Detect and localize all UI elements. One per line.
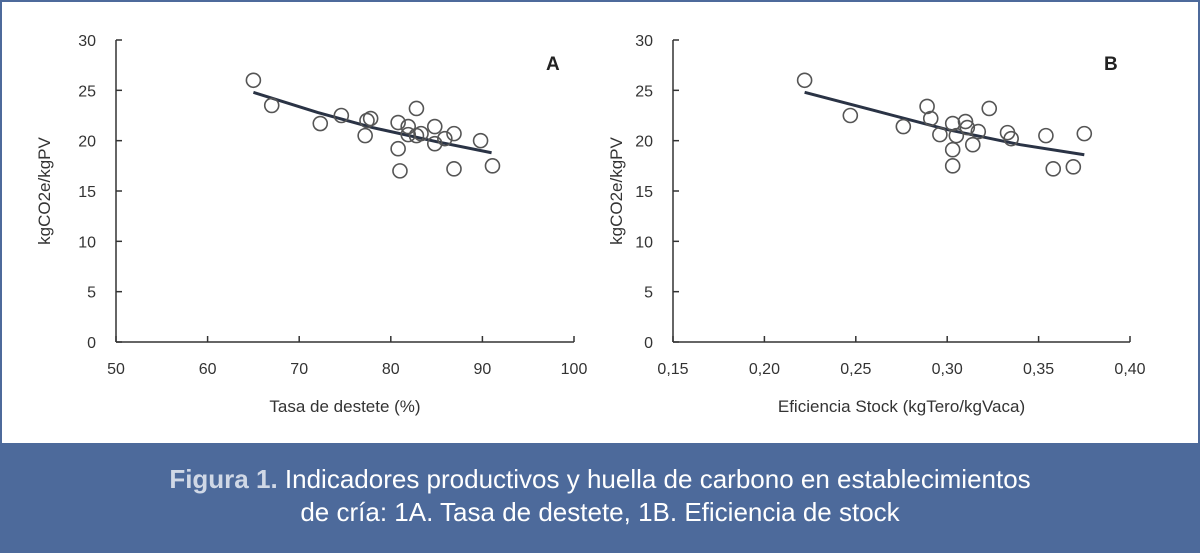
data-point — [842, 107, 859, 124]
data-point — [932, 126, 948, 143]
data-point — [426, 135, 443, 152]
data-point — [263, 97, 280, 114]
x-tick-label: 70 — [290, 361, 308, 378]
data-point — [390, 114, 406, 131]
data-point — [472, 132, 489, 149]
y-tick-label: 5 — [87, 285, 96, 302]
y-axis-label: kgCO2e/kgPV — [35, 136, 54, 244]
data-point — [437, 130, 453, 147]
data-point — [413, 125, 429, 142]
y-tick-label: 20 — [635, 134, 653, 151]
panel-label: B — [1104, 54, 1118, 75]
data-point — [390, 140, 406, 157]
y-tick-label: 10 — [78, 234, 96, 251]
y-tick-label: 30 — [78, 33, 96, 50]
data-point — [1065, 159, 1082, 175]
data-point — [957, 113, 974, 130]
figure-caption: Figura 1. Indicadores productivos y huel… — [0, 443, 1200, 553]
data-point — [333, 107, 350, 124]
trend-line — [804, 90, 1085, 157]
data-point — [446, 125, 462, 142]
data-point — [922, 110, 939, 127]
y-tick-label: 25 — [78, 83, 96, 100]
data-point — [944, 141, 961, 158]
data-point — [312, 115, 329, 132]
data-point — [400, 126, 417, 143]
data-point — [484, 158, 501, 174]
x-tick-label: 100 — [561, 361, 588, 378]
y-tick-label: 30 — [635, 33, 653, 50]
x-tick-label: 0,35 — [1023, 361, 1054, 378]
data-point — [357, 127, 373, 144]
y-tick-label: 15 — [635, 184, 653, 201]
x-tick-label: 0,20 — [749, 361, 780, 378]
data-point — [959, 119, 976, 136]
x-tick-label: 0,40 — [1114, 361, 1145, 378]
x-tick-label: 0,15 — [657, 361, 688, 378]
data-point — [964, 136, 981, 153]
chart-panel-a: 50 60 70 80 90 100 0 5 10 15 20 25 30 Tasa de destete… — [35, 33, 587, 416]
caption-lead: Figura 1. — [169, 464, 278, 494]
data-point — [359, 112, 375, 129]
data-point — [1045, 161, 1062, 177]
y-tick-label: 15 — [78, 184, 96, 201]
data-point — [245, 72, 262, 89]
x-tick-label: 0,25 — [840, 361, 871, 378]
data-point — [1076, 125, 1093, 142]
figure-plot-area — [2, 2, 1198, 443]
y-tick-label: 25 — [635, 83, 653, 100]
data-point — [400, 118, 417, 135]
data-point — [1038, 127, 1054, 144]
panel-label: A — [546, 54, 560, 75]
y-tick-label: 10 — [635, 234, 653, 251]
data-point — [408, 100, 425, 117]
data-point — [970, 123, 987, 140]
caption-line2: de cría: 1A. Tasa de destete, 1B. Eficie… — [300, 497, 900, 527]
x-tick-label: 60 — [199, 361, 217, 378]
y-tick-label: 5 — [644, 285, 653, 302]
y-tick-label: 0 — [87, 335, 96, 352]
data-point — [1003, 130, 1019, 147]
data-point — [446, 161, 462, 177]
data-point — [944, 158, 961, 174]
y-tick-label: 20 — [78, 134, 96, 151]
y-axis-label: kgCO2e/kgPV — [607, 136, 626, 244]
caption-line1: Indicadores productivos y huella de carb… — [277, 464, 1031, 494]
x-tick-label: 80 — [382, 361, 400, 378]
chart-panel-b: 0,15 0,20 0,25 0,30 0,35 0,40 0 5 10 15 20 25 30 Efic… — [607, 33, 1146, 416]
x-axis-label: Tasa de destete (%) — [269, 397, 420, 416]
x-axis-label: Eficiencia Stock (kgTero/kgVaca) — [778, 397, 1025, 416]
data-point — [895, 118, 912, 135]
y-tick-label: 0 — [644, 335, 653, 352]
x-tick-label: 90 — [474, 361, 492, 378]
x-tick-label: 50 — [107, 361, 125, 378]
data-point — [362, 110, 379, 127]
data-point — [392, 163, 408, 179]
data-point — [981, 100, 998, 117]
data-point — [948, 127, 965, 144]
data-point — [796, 72, 813, 89]
x-tick-label: 0,30 — [932, 361, 963, 378]
trend-line — [252, 90, 492, 155]
data-point — [426, 118, 443, 135]
